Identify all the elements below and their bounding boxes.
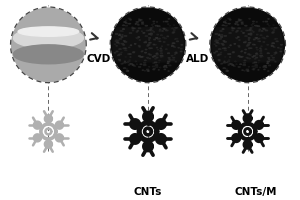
Circle shape	[211, 8, 284, 82]
Ellipse shape	[130, 45, 131, 46]
Ellipse shape	[276, 41, 278, 42]
Ellipse shape	[166, 30, 168, 31]
Ellipse shape	[218, 43, 220, 44]
Ellipse shape	[150, 30, 153, 31]
Ellipse shape	[260, 55, 262, 56]
Ellipse shape	[181, 51, 182, 52]
Ellipse shape	[154, 68, 155, 69]
Ellipse shape	[149, 48, 150, 49]
Ellipse shape	[249, 58, 250, 59]
Ellipse shape	[163, 28, 165, 29]
Ellipse shape	[259, 60, 260, 61]
Ellipse shape	[267, 61, 270, 62]
Ellipse shape	[164, 69, 165, 70]
Ellipse shape	[156, 57, 158, 58]
Ellipse shape	[176, 41, 178, 42]
Text: CNTs: CNTs	[134, 187, 162, 197]
Ellipse shape	[169, 59, 170, 60]
Ellipse shape	[280, 51, 281, 52]
Ellipse shape	[137, 38, 138, 39]
Ellipse shape	[118, 43, 120, 44]
Ellipse shape	[265, 21, 268, 22]
Ellipse shape	[160, 55, 163, 56]
Circle shape	[110, 7, 186, 83]
Ellipse shape	[163, 56, 164, 57]
Circle shape	[111, 8, 185, 82]
Ellipse shape	[228, 18, 231, 19]
Ellipse shape	[168, 63, 169, 64]
Ellipse shape	[133, 28, 135, 29]
Ellipse shape	[217, 40, 218, 41]
Ellipse shape	[264, 69, 265, 70]
Ellipse shape	[243, 64, 246, 65]
Ellipse shape	[245, 49, 246, 50]
Ellipse shape	[118, 40, 119, 41]
Ellipse shape	[147, 57, 148, 58]
Ellipse shape	[252, 69, 254, 70]
Circle shape	[210, 7, 286, 83]
Ellipse shape	[235, 61, 236, 62]
Ellipse shape	[14, 45, 83, 64]
Ellipse shape	[249, 48, 250, 49]
Ellipse shape	[250, 29, 251, 30]
Ellipse shape	[167, 61, 170, 62]
Ellipse shape	[159, 60, 160, 61]
Ellipse shape	[266, 36, 268, 37]
Text: ALD: ALD	[186, 54, 209, 64]
Ellipse shape	[267, 63, 268, 64]
Ellipse shape	[262, 56, 263, 57]
Ellipse shape	[148, 58, 149, 59]
FancyBboxPatch shape	[212, 28, 284, 62]
Ellipse shape	[248, 30, 250, 31]
Ellipse shape	[271, 28, 273, 29]
Ellipse shape	[143, 64, 146, 65]
Ellipse shape	[172, 28, 174, 29]
Ellipse shape	[241, 51, 242, 52]
Ellipse shape	[150, 29, 151, 30]
Ellipse shape	[246, 57, 248, 58]
Ellipse shape	[227, 62, 228, 63]
Ellipse shape	[167, 36, 169, 37]
Ellipse shape	[256, 57, 258, 58]
Ellipse shape	[165, 21, 168, 22]
Ellipse shape	[232, 28, 235, 29]
Ellipse shape	[148, 30, 150, 31]
Ellipse shape	[146, 49, 147, 50]
Ellipse shape	[119, 54, 122, 55]
Ellipse shape	[218, 54, 221, 55]
Ellipse shape	[230, 45, 231, 46]
Ellipse shape	[128, 18, 131, 19]
Text: CNTs/M: CNTs/M	[234, 187, 277, 197]
Ellipse shape	[250, 30, 253, 31]
Ellipse shape	[262, 28, 265, 29]
Ellipse shape	[245, 41, 246, 42]
FancyBboxPatch shape	[112, 28, 184, 62]
Circle shape	[11, 7, 86, 83]
Ellipse shape	[14, 28, 83, 48]
Ellipse shape	[265, 30, 268, 31]
Text: CVD: CVD	[86, 54, 110, 64]
Ellipse shape	[152, 69, 154, 70]
Ellipse shape	[141, 51, 142, 52]
Circle shape	[12, 8, 85, 82]
Ellipse shape	[253, 68, 255, 69]
Ellipse shape	[18, 27, 79, 36]
Ellipse shape	[268, 59, 270, 60]
Ellipse shape	[127, 62, 128, 63]
